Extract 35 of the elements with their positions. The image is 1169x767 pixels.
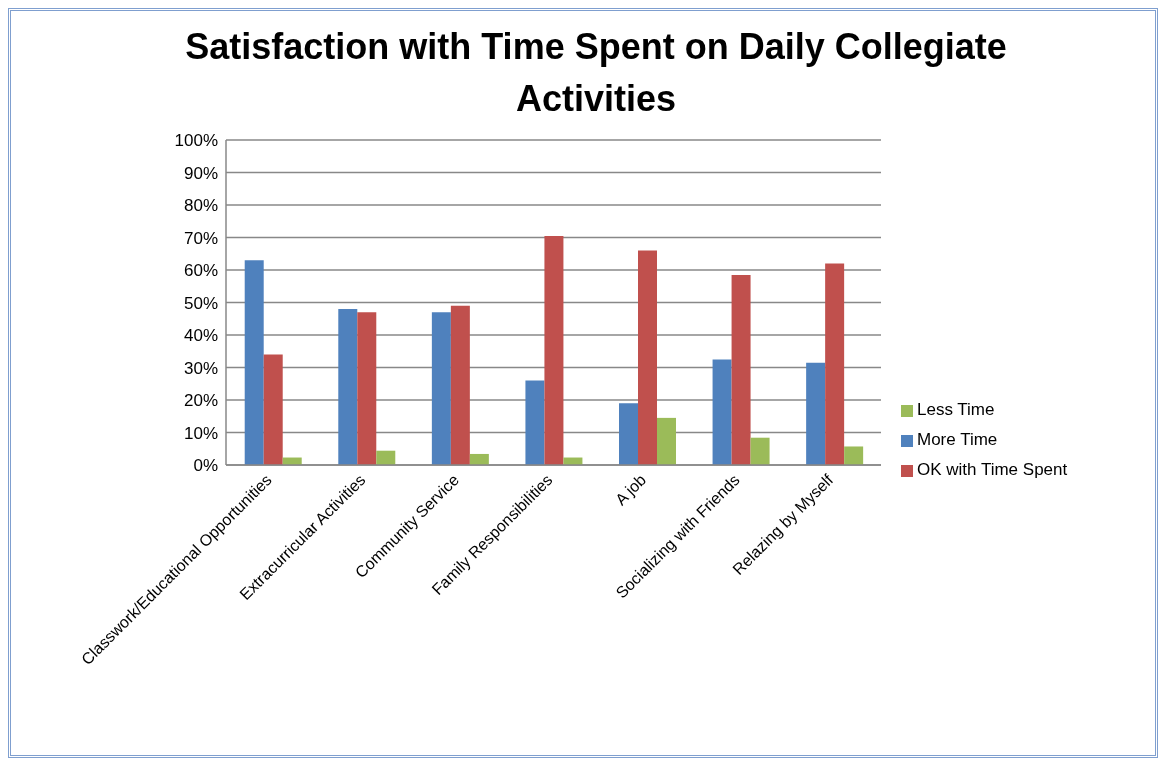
y-tick-label: 60% — [183, 261, 218, 281]
y-tick-label: 100% — [174, 131, 218, 151]
bar — [338, 309, 358, 465]
bar — [244, 260, 264, 465]
y-tick-label: 30% — [183, 358, 218, 378]
y-tick-label: 0% — [193, 456, 218, 476]
y-tick-label: 90% — [183, 163, 218, 183]
bar — [712, 359, 732, 465]
bar — [825, 263, 845, 465]
bar — [657, 417, 676, 465]
chart-title: Satisfaction with Time Spent on Daily Collegiate Activities — [184, 25, 1008, 121]
y-tick-label: 80% — [183, 196, 218, 216]
bar — [469, 453, 489, 465]
bar — [619, 403, 638, 465]
bar — [376, 450, 396, 465]
y-tick-label: 10% — [183, 423, 218, 443]
y-tick-label: 70% — [183, 228, 218, 248]
y-tick-label: 40% — [183, 326, 218, 346]
bar — [638, 250, 657, 465]
y-tick-label: 50% — [183, 293, 218, 313]
bar — [750, 437, 770, 465]
bar — [544, 235, 564, 465]
bar — [525, 380, 545, 465]
legend-label: More Time — [917, 430, 998, 449]
bar — [731, 274, 751, 465]
legend-label: OK with Time Spent — [917, 460, 1068, 479]
bar — [806, 362, 826, 465]
bar — [263, 354, 283, 465]
y-tick-label: 20% — [183, 391, 218, 411]
legend-label: Less Time — [917, 400, 995, 419]
bar — [844, 446, 864, 465]
x-tick-label: A job — [612, 471, 650, 509]
bar — [357, 312, 377, 465]
bar — [450, 305, 470, 465]
bar — [431, 312, 451, 465]
